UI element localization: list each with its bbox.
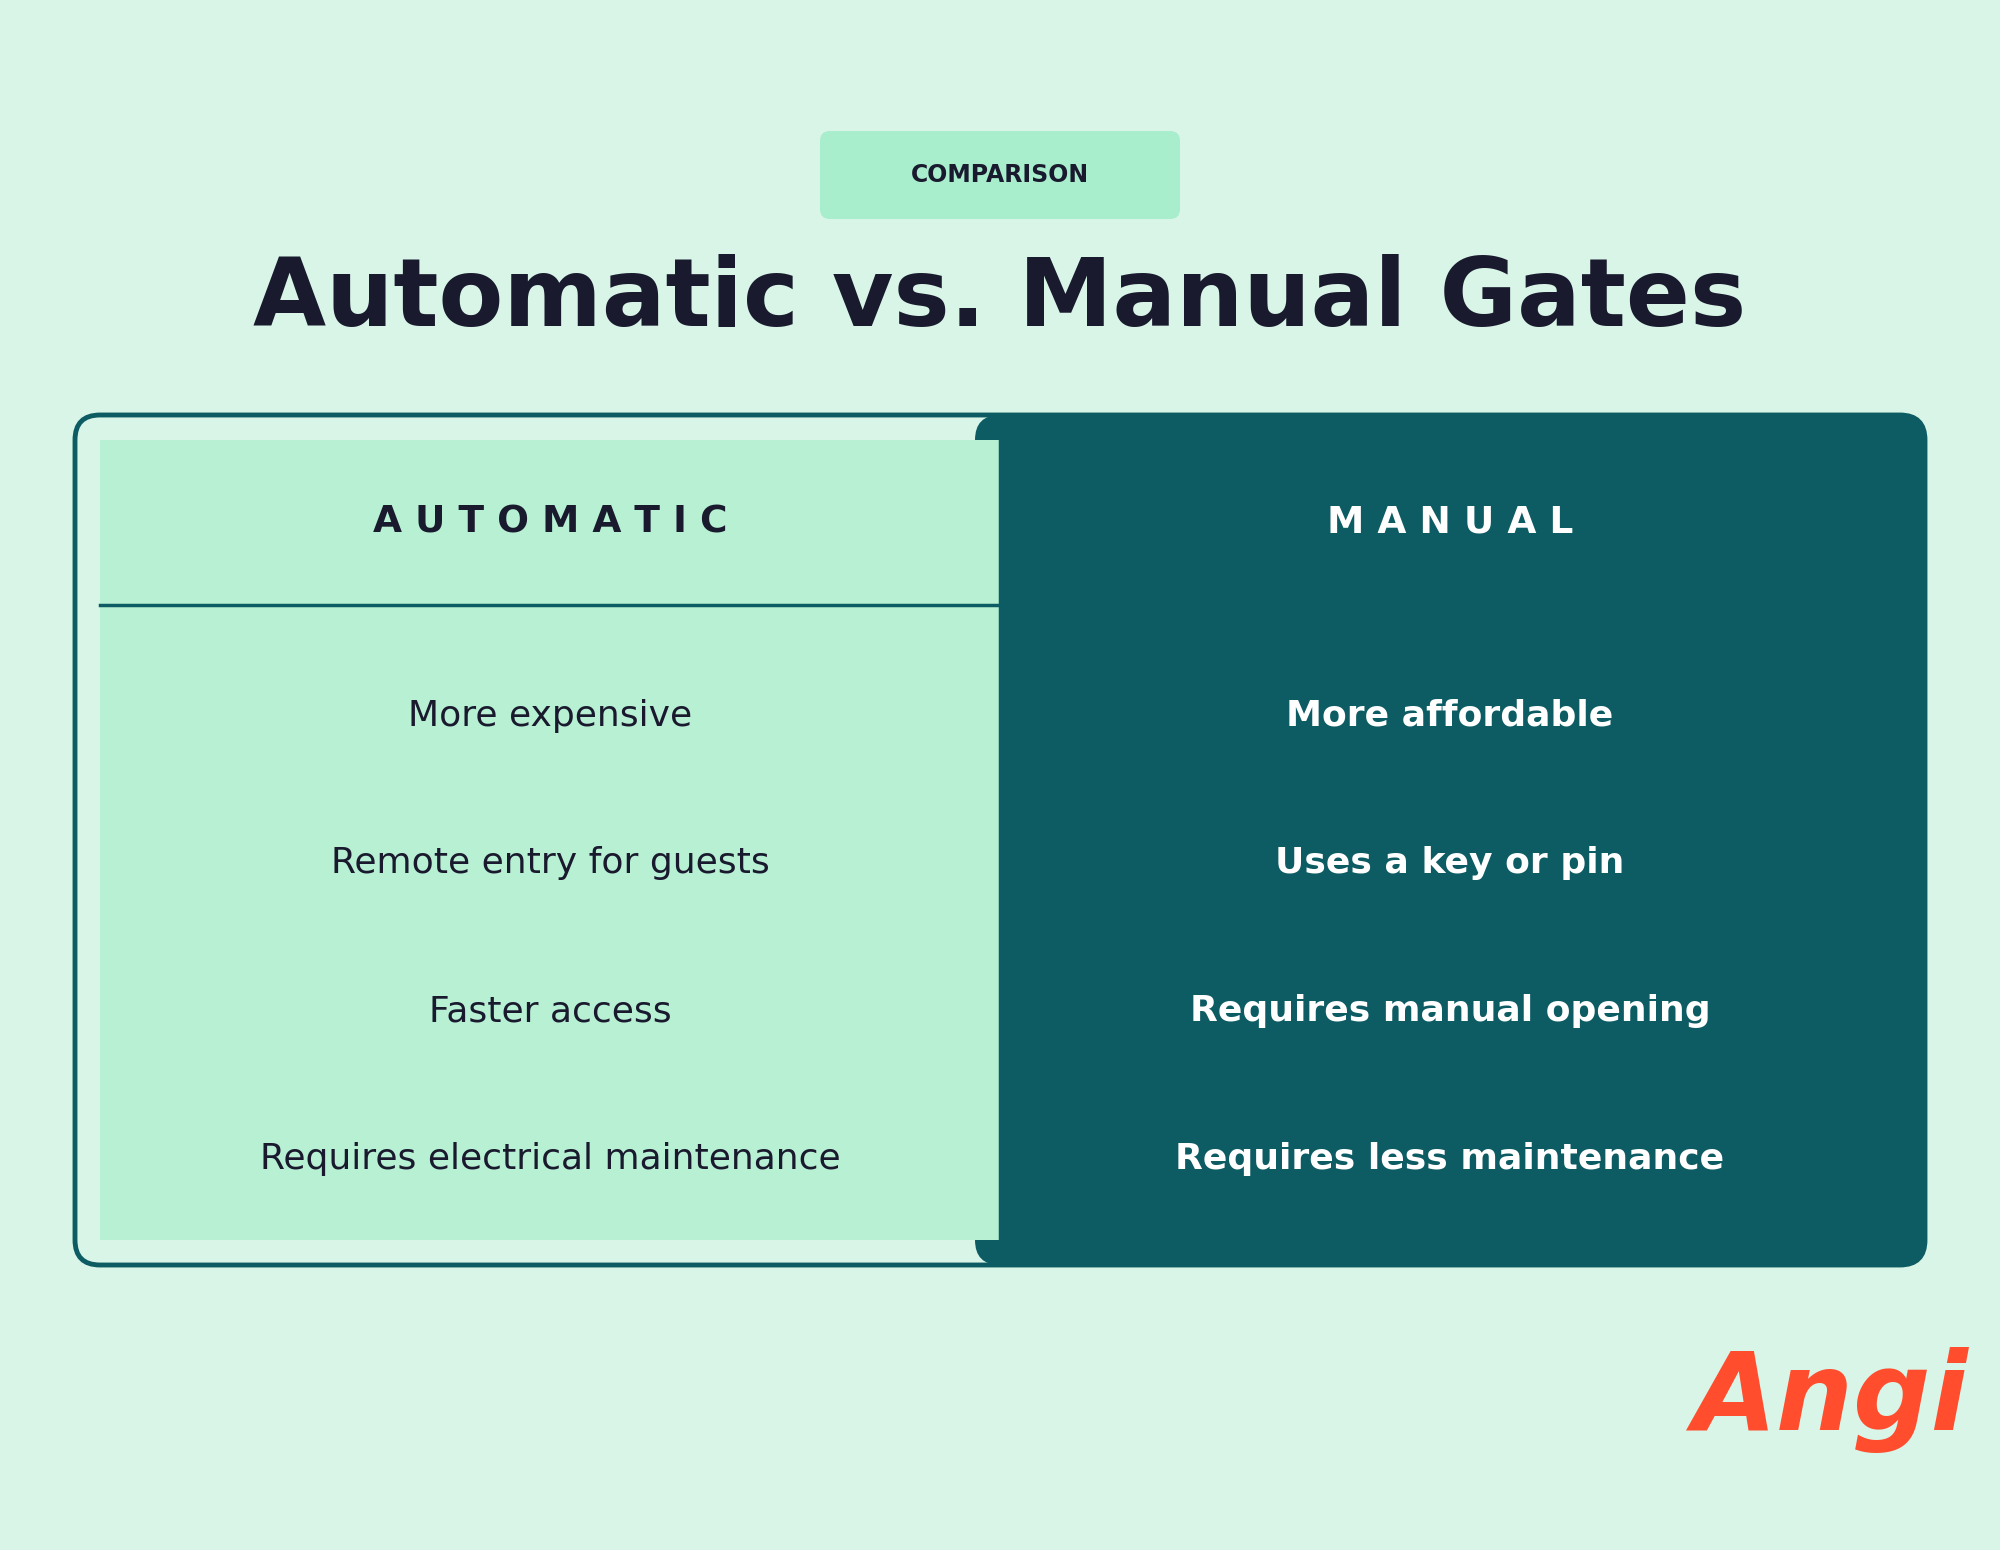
- FancyBboxPatch shape: [100, 440, 1000, 1240]
- Text: Requires electrical maintenance: Requires electrical maintenance: [260, 1142, 840, 1176]
- FancyBboxPatch shape: [976, 415, 1924, 1265]
- Text: More affordable: More affordable: [1286, 699, 1614, 733]
- Text: Requires manual opening: Requires manual opening: [1190, 994, 1710, 1028]
- FancyBboxPatch shape: [820, 132, 1180, 219]
- Text: M A N U A L: M A N U A L: [1326, 504, 1574, 541]
- Text: More expensive: More expensive: [408, 699, 692, 733]
- Text: Automatic vs. Manual Gates: Automatic vs. Manual Gates: [254, 254, 1746, 346]
- Text: Requires less maintenance: Requires less maintenance: [1176, 1142, 1724, 1176]
- Text: COMPARISON: COMPARISON: [910, 163, 1090, 188]
- Text: Faster access: Faster access: [428, 994, 672, 1028]
- Text: Remote entry for guests: Remote entry for guests: [330, 846, 770, 880]
- Text: A U T O M A T I C: A U T O M A T I C: [372, 504, 728, 541]
- Text: Angi: Angi: [1692, 1347, 1968, 1452]
- Text: Uses a key or pin: Uses a key or pin: [1276, 846, 1624, 880]
